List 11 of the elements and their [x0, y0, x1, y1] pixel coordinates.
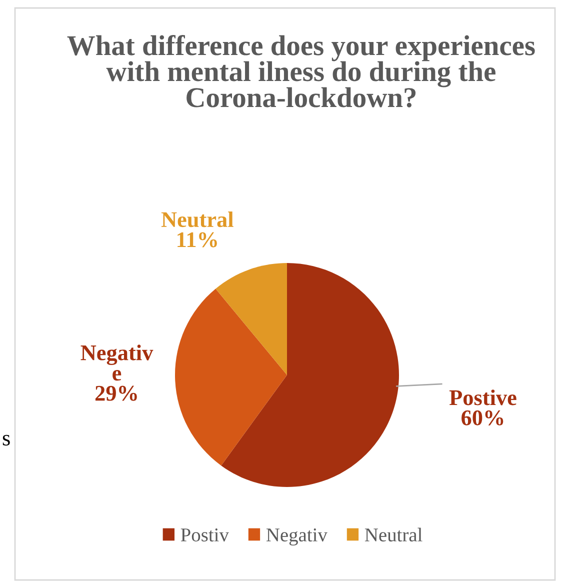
legend-label: Negativ — [266, 528, 328, 546]
pie-slice — [175, 288, 287, 466]
pie-slice — [221, 263, 399, 487]
data-label: Neutral 11% — [161, 211, 234, 248]
data-label: Negativ e 29% — [80, 344, 154, 401]
text: s — [2, 434, 10, 446]
chart-title: What difference does your experiences with mental ilness do during the Corona-lockdown? — [67, 35, 535, 108]
pie-slice — [216, 263, 287, 375]
data-label: Postive 60% — [449, 390, 516, 426]
legend-label: Postiv — [180, 528, 229, 542]
legend-label: Neutral — [364, 528, 422, 542]
